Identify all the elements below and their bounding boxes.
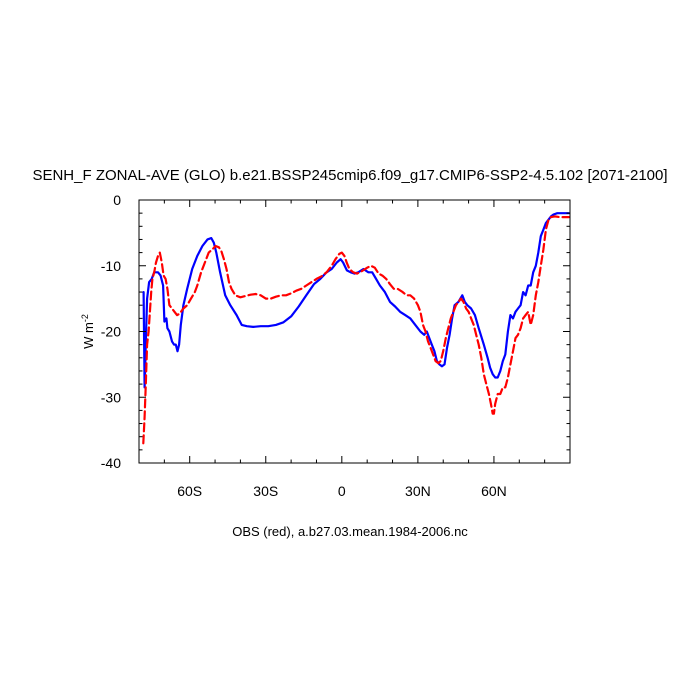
plot-frame — [138, 199, 571, 464]
x-axis-ticks: 60S 30S 0 30N 60N — [138, 200, 571, 499]
x-tick-label: 30S — [253, 483, 278, 499]
y-axis-label-exponent: -2 — [80, 314, 90, 322]
x-tick-label: 30N — [405, 483, 431, 499]
plot-lines — [142, 212, 570, 445]
y-tick-label: -30 — [101, 389, 121, 405]
y-axis-label-unit: W m — [81, 322, 96, 349]
y-tick-label: -40 — [101, 455, 121, 471]
series-line-1 — [142, 215, 570, 445]
chart-title: SENH_F ZONAL-AVE (GLO) b.e21.BSSP245cmip… — [32, 167, 667, 184]
x-tick-label: 60S — [177, 483, 202, 499]
y-tick-label: -20 — [101, 324, 121, 340]
y-tick-label: -10 — [101, 258, 121, 274]
x-tick-label: 60N — [481, 483, 507, 499]
x-tick-label: 0 — [338, 483, 346, 499]
x-axis-caption: OBS (red), a.b27.03.mean.1984-2006.nc — [232, 524, 468, 539]
y-axis-label: W m-2 — [80, 314, 96, 349]
y-axis-ticks: 0 -10 -20 -30 -40 — [101, 192, 570, 471]
y-tick-label: 0 — [113, 192, 121, 208]
series-line-0 — [142, 212, 570, 389]
